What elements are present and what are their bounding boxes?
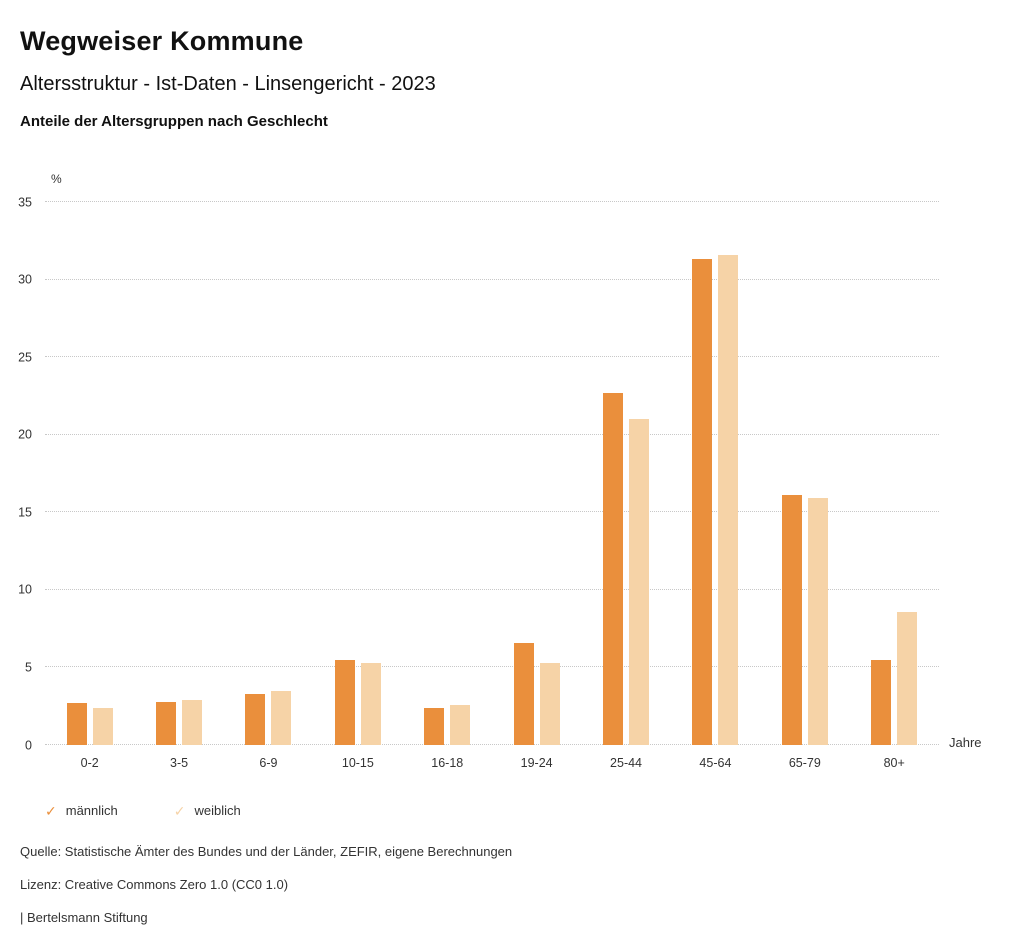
y-tick-label: 30: [18, 272, 32, 287]
x-category-label: 0-2: [80, 756, 99, 770]
legend-label: männlich: [65, 803, 118, 818]
bar-group: 25-44: [603, 202, 650, 770]
bar-männlich: [513, 642, 534, 745]
chart: % Jahre 0 5 10 15 20 25 30 35 0-2 3-5 6-9 10-15 16-1…: [18, 172, 981, 818]
bar-männlich: [156, 701, 177, 745]
x-category-label: 19-24: [520, 756, 553, 770]
y-tick-label: 5: [25, 660, 32, 675]
legend-item-weiblich[interactable]: ✓ weiblich: [174, 803, 241, 818]
bar-group: 16-18: [424, 202, 471, 770]
bar-group: 0-2: [66, 202, 113, 770]
bar-weiblich: [718, 254, 739, 745]
bar-group: 65-79: [781, 202, 828, 770]
bar-group: 80+: [871, 202, 918, 770]
bar-group: 19-24: [513, 202, 560, 770]
bar-männlich: [66, 703, 87, 745]
bar-weiblich: [92, 707, 113, 745]
legend-label: weiblich: [194, 803, 241, 818]
bar-männlich: [245, 693, 266, 745]
bar-männlich: [603, 392, 624, 745]
bar-männlich: [781, 495, 802, 745]
attribution-text: | Bertelsmann Stiftung: [20, 910, 148, 925]
bar-group: 45-64: [692, 202, 739, 770]
x-axis-label: Jahre: [949, 735, 982, 750]
page-title: Wegweiser Kommune: [20, 26, 304, 56]
y-tick-label: 10: [18, 582, 32, 597]
gridline: [45, 278, 939, 280]
bar-weiblich: [182, 700, 203, 745]
bar-männlich: [692, 259, 713, 745]
bar-group: 6-9: [245, 202, 292, 770]
bar-groups: 0-2 3-5 6-9 10-15 16-18 19-24 25-44 45-64 65-79 8…: [45, 202, 939, 770]
gridline: [45, 744, 939, 745]
y-tick-label: 35: [18, 194, 32, 209]
gridline: [45, 201, 939, 202]
chart-subtitle: Altersstruktur - Ist-Daten - Linsengeric…: [20, 73, 436, 95]
x-category-label: 80+: [883, 756, 905, 770]
x-category-label: 25-44: [610, 756, 643, 770]
y-tick-label: 20: [18, 427, 32, 442]
bar-weiblich: [360, 662, 381, 745]
y-axis-unit-label: %: [51, 172, 62, 186]
y-tick-label: 15: [18, 505, 32, 520]
chart-heading: Anteile der Altersgruppen nach Geschlech…: [20, 113, 328, 130]
source-text: Quelle: Statistische Ämter des Bundes un…: [20, 844, 513, 859]
plot-area: Jahre 0 5 10 15 20 25 30 35 0-2 3-5 6-9 10-15 16-18 1…: [18, 196, 981, 770]
gridline: [45, 666, 939, 668]
x-category-label: 6-9: [259, 756, 278, 770]
bar-männlich: [871, 659, 892, 745]
bar-weiblich: [629, 419, 650, 745]
gridline: [45, 511, 939, 513]
bar-weiblich: [807, 498, 828, 745]
x-category-label: 3-5: [170, 756, 189, 770]
bar-männlich: [334, 659, 355, 745]
x-category-label: 65-79: [788, 756, 821, 770]
x-category-label: 16-18: [431, 756, 464, 770]
gridline: [45, 588, 939, 590]
bar-group: 10-15: [334, 202, 381, 770]
checkmark-icon: ✓: [173, 802, 186, 819]
x-category-label: 10-15: [341, 756, 374, 770]
bar-weiblich: [450, 704, 471, 745]
bar-weiblich: [271, 690, 292, 745]
y-tick-label: 0: [25, 737, 32, 752]
checkmark-icon: ✓: [45, 802, 57, 819]
legend-item-männlich[interactable]: ✓ männlich: [45, 803, 118, 818]
license-text: Lizenz: Creative Commons Zero 1.0 (CC0 1…: [20, 877, 289, 892]
chart-legend: ✓ männlich ✓ weiblich: [45, 803, 939, 818]
bar-weiblich: [897, 611, 918, 745]
y-tick-label: 25: [18, 349, 32, 364]
gridline: [45, 433, 939, 435]
gridline: [45, 356, 939, 358]
bar-group: 3-5: [156, 202, 203, 770]
bar-männlich: [424, 707, 445, 745]
bar-weiblich: [539, 662, 560, 745]
x-category-label: 45-64: [699, 756, 732, 770]
